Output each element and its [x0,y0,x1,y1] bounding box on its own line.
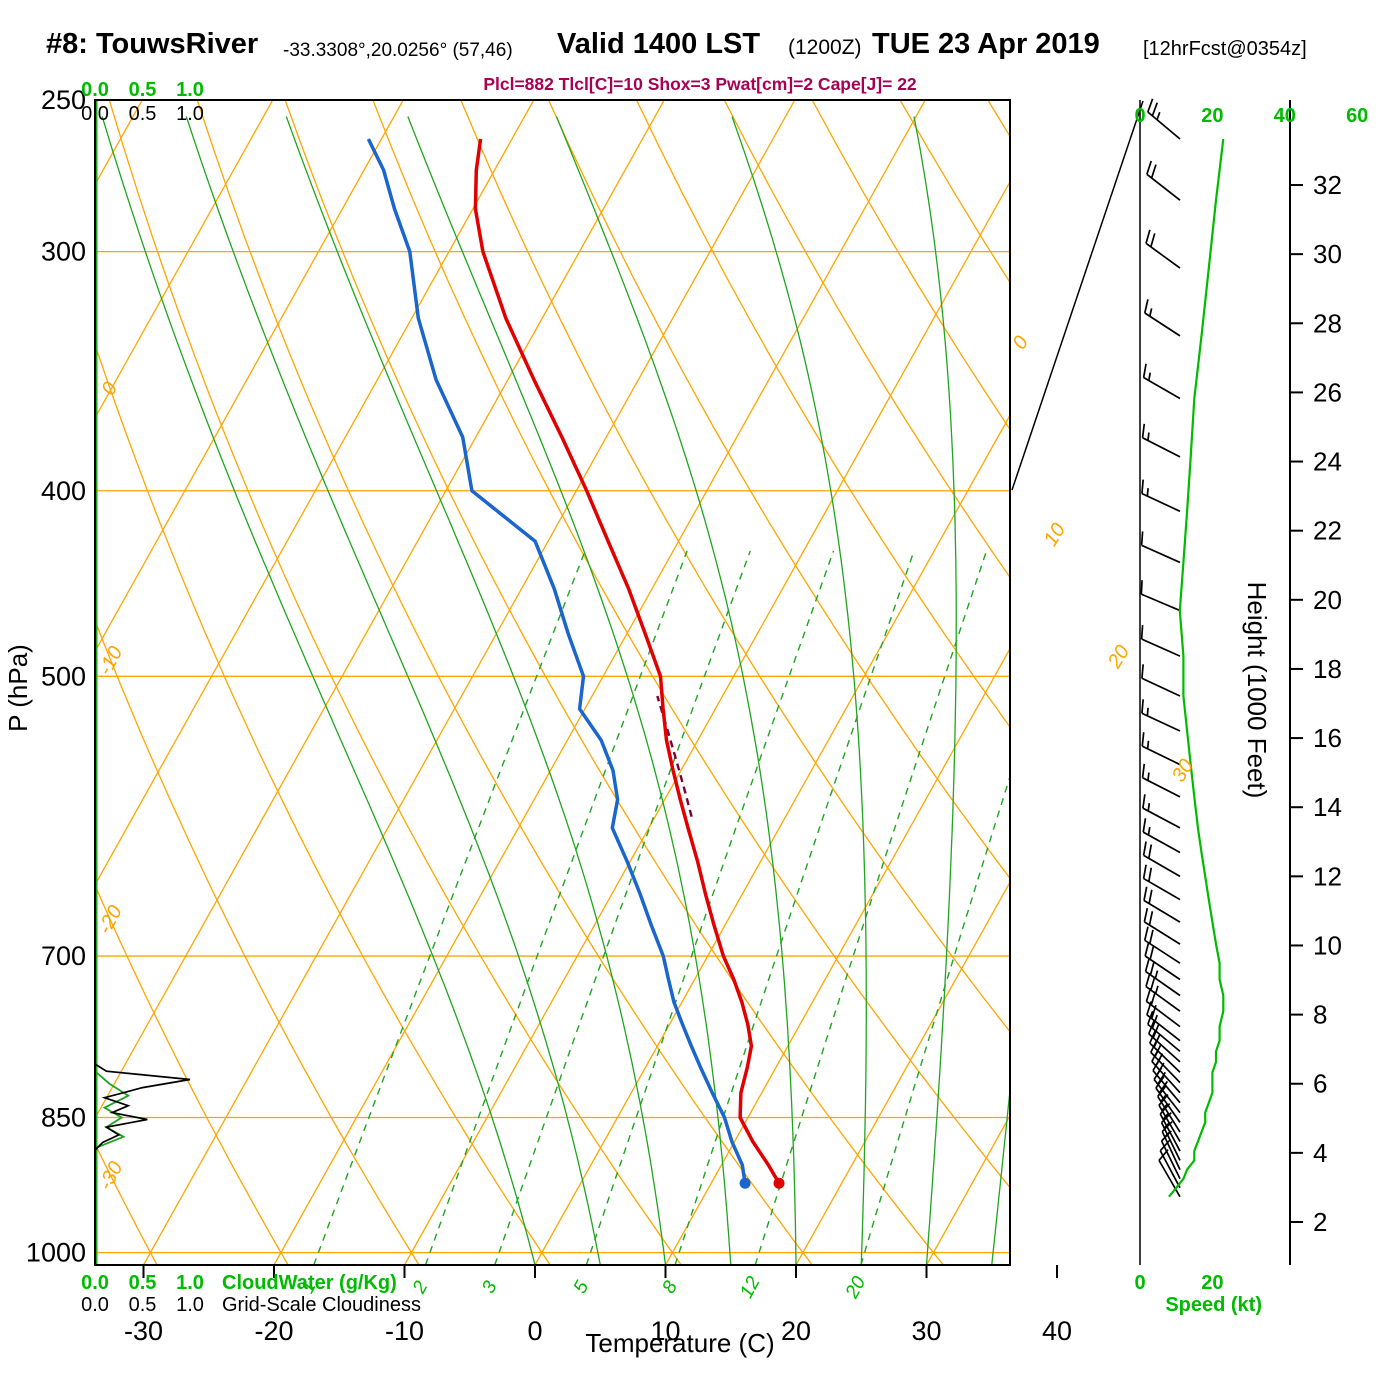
valid-utc: (1200Z) [788,36,862,59]
svg-text:0.0: 0.0 [81,103,109,125]
svg-text:10: 10 [1040,520,1070,551]
svg-text:0: 0 [1009,332,1034,353]
speed-profile [1168,138,1225,1198]
svg-text:6: 6 [1313,1069,1327,1099]
svg-text:P (hPa): P (hPa) [3,644,33,732]
moist-and-mixing-lines [101,116,1010,1265]
svg-text:0: 0 [97,379,122,399]
background-grid [95,100,1010,1265]
svg-text:3: 3 [478,1277,502,1297]
svg-text:40: 40 [1042,1316,1072,1346]
svg-text:32: 32 [1313,170,1342,200]
sounding-traces [366,138,785,1189]
valid-time: Valid 1400 LST [557,28,761,60]
svg-text:850: 850 [41,1102,86,1132]
svg-text:-10: -10 [94,643,127,679]
svg-text:1.0: 1.0 [176,103,204,125]
svg-text:0.0: 0.0 [81,1272,109,1294]
svg-text:Grid-Scale Cloudiness: Grid-Scale Cloudiness [222,1294,421,1316]
svg-text:CloudWater (g/Kg): CloudWater (g/Kg) [222,1272,397,1294]
svg-text:30: 30 [1313,239,1342,269]
svg-text:700: 700 [41,941,86,971]
svg-text:0: 0 [527,1316,542,1346]
svg-text:-20: -20 [94,902,127,938]
svg-text:20: 20 [841,1273,870,1303]
parcel-trace [656,695,693,818]
svg-text:20: 20 [1201,105,1223,127]
svg-text:400: 400 [41,476,86,506]
axes-frame [94,99,1303,1278]
svg-text:Height (1000 Feet): Height (1000 Feet) [1242,582,1272,799]
svg-text:Speed (kt): Speed (kt) [1165,1294,1262,1316]
surface-dewpoint-dot [739,1177,751,1189]
valid-date: TUE 23 Apr 2019 [872,28,1100,60]
svg-text:20: 20 [1313,585,1342,615]
svg-text:20: 20 [1201,1272,1223,1294]
station-coords: -33.3308°,20.0256° (57,46) [283,40,513,61]
svg-text:-20: -20 [254,1316,293,1346]
svg-text:0.5: 0.5 [129,1272,157,1294]
svg-text:10: 10 [650,1316,680,1346]
svg-text:16: 16 [1313,723,1342,753]
svg-text:40: 40 [1274,105,1296,127]
svg-text:0.0: 0.0 [81,79,109,101]
svg-text:10: 10 [1313,930,1342,960]
svg-text:0.5: 0.5 [129,1294,157,1316]
svg-text:28: 28 [1313,308,1342,338]
svg-text:-30: -30 [124,1316,163,1346]
svg-text:20: 20 [781,1316,811,1346]
svg-text:60: 60 [1346,105,1368,127]
svg-text:14: 14 [1313,792,1342,822]
svg-text:250: 250 [41,85,86,115]
forecast-tag: [12hrFcst@0354z] [1143,38,1307,60]
surface-temperature-dot [773,1177,785,1189]
svg-text:30: 30 [911,1316,941,1346]
wind-barbs [1140,98,1181,1198]
svg-text:20: 20 [1103,642,1134,673]
svg-text:500: 500 [41,661,86,691]
svg-text:12: 12 [736,1273,765,1302]
svg-text:8: 8 [658,1277,682,1297]
svg-text:5: 5 [570,1277,594,1297]
svg-text:Temperature (C): Temperature (C) [585,1328,774,1358]
svg-text:22: 22 [1313,516,1342,546]
svg-text:2: 2 [1313,1207,1327,1237]
svg-text:26: 26 [1313,377,1342,407]
svg-text:8: 8 [1313,1000,1327,1030]
temperature-trace [473,138,781,1185]
stability-indices: Plcl=882 Tlcl[C]=10 Shox=3 Pwat[cm]=2 Ca… [483,74,917,94]
dewpoint-trace [366,138,747,1184]
svg-text:0: 0 [1134,105,1145,127]
svg-text:4: 4 [1313,1138,1327,1168]
svg-text:24: 24 [1313,447,1342,477]
svg-text:0.5: 0.5 [129,79,157,101]
svg-text:1.0: 1.0 [176,79,204,101]
svg-text:1.0: 1.0 [176,1294,204,1316]
svg-text:0.0: 0.0 [81,1294,109,1316]
svg-text:12: 12 [1313,861,1342,891]
station-title: #8: TouwsRiver [46,28,259,60]
svg-text:-10: -10 [385,1316,424,1346]
svg-text:-30: -30 [94,1158,127,1194]
svg-text:1000: 1000 [26,1238,86,1268]
cloud-profiles [94,100,191,1265]
svg-text:300: 300 [41,237,86,267]
svg-text:18: 18 [1313,654,1342,684]
svg-text:1.0: 1.0 [176,1272,204,1294]
svg-text:0.5: 0.5 [129,103,157,125]
svg-text:0: 0 [1134,1272,1145,1294]
